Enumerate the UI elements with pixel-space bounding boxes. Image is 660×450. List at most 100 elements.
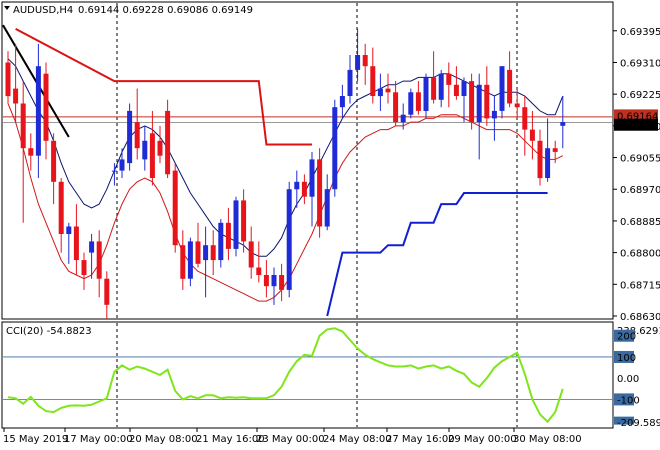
candle-body (279, 275, 285, 290)
current-price-tag-bg (614, 118, 658, 131)
candle-body (552, 148, 558, 152)
candle-body (332, 107, 338, 190)
candle-body (180, 245, 186, 279)
cci-min-label: -209.5892 (617, 418, 660, 429)
candle-body (446, 73, 452, 85)
candle-body (134, 122, 140, 149)
time-tick-label: 15 May 2019 (3, 434, 68, 445)
candle-body (241, 200, 247, 242)
candle-body (499, 66, 505, 111)
candle-body (476, 84, 482, 123)
collapse-triangle-icon[interactable] (4, 6, 10, 10)
price-lines (3, 116, 612, 123)
price-tick-label: 0.69395 (620, 27, 660, 38)
cci-max-label: 238.6291 (617, 326, 660, 337)
candle-body (149, 133, 155, 178)
candle-body (453, 84, 459, 96)
candle-body (66, 226, 72, 234)
candle-body (35, 66, 41, 156)
candle-body (461, 81, 467, 96)
candle-body (317, 159, 323, 227)
cci-indicator-line (7, 327, 564, 424)
candle-body (514, 103, 520, 108)
candle-body (423, 77, 429, 111)
candle-body (104, 278, 110, 305)
candle-body (142, 140, 148, 160)
candle-body (370, 66, 376, 96)
time-tick-label: 30 May 08:00 (513, 434, 582, 445)
price-panel (1, 1, 614, 320)
candle-body (560, 122, 566, 126)
candle-body (271, 275, 277, 287)
current-price-tag: 0.69149 (617, 121, 658, 132)
cci-panel (1, 321, 614, 429)
candle-body (537, 140, 543, 179)
cci-level-tag: 100 (617, 353, 636, 364)
candle-body (377, 88, 383, 97)
candle-body (484, 84, 490, 119)
candle-body (127, 110, 133, 164)
candle-body (5, 62, 11, 97)
candle-body (58, 181, 64, 234)
price-axis: 0.693950.693100.692250.691400.690550.689… (613, 27, 660, 323)
price-tick-label: 0.69310 (620, 58, 660, 69)
candle-body (347, 69, 353, 96)
session-separators (116, 3, 518, 427)
trailing-stop-blue (326, 192, 548, 317)
candle-body (362, 55, 368, 67)
candle-body (233, 200, 239, 249)
symbol-label: AUDUSD,H4 (13, 5, 73, 16)
candle-body (431, 77, 437, 100)
candlesticks (5, 28, 566, 320)
cci-level-tag-bg (614, 393, 634, 406)
resistance-price-tag: 0.69164 (617, 111, 658, 122)
price-tick-label: 0.69055 (620, 154, 660, 165)
candle-body (20, 103, 26, 149)
time-tick-label: 27 May 16:00 (386, 434, 455, 445)
candle-body (491, 110, 497, 119)
candle-body (203, 245, 209, 261)
candle-body (309, 159, 315, 197)
candle-body (408, 92, 414, 115)
candle-body (545, 148, 551, 178)
candle-body (294, 181, 300, 190)
candle-body (507, 69, 513, 104)
price-tick-label: 0.68630 (620, 312, 660, 323)
candle-body (51, 140, 57, 182)
candle-body (393, 92, 399, 123)
cci-level-tag-bg (614, 350, 634, 363)
cci-title: CCI(20) -54.8823 (6, 326, 92, 337)
candle-body (73, 226, 79, 261)
candle-body (111, 170, 117, 172)
resistance-price-tag-bg (614, 109, 658, 122)
candle-body (286, 189, 292, 290)
candle-body (96, 241, 102, 279)
time-tick-label: 29 May 00:00 (448, 434, 517, 445)
cci-series (7, 327, 564, 424)
candle-body (355, 55, 361, 70)
candle-body (301, 181, 307, 197)
candle-body (400, 114, 406, 123)
cci-zero-label: 0.00 (617, 374, 639, 385)
candle-body (529, 129, 535, 141)
candle-body (248, 241, 254, 268)
ohlc-label: 0.69144 0.69228 0.69086 0.69149 (78, 5, 253, 16)
candle-body (187, 241, 193, 279)
candle-body (28, 148, 34, 156)
candle-body (339, 96, 345, 108)
candle-body (81, 260, 87, 275)
time-tick-label: 21 May 16:00 (196, 434, 265, 445)
candle-body (438, 73, 444, 100)
candle-body (172, 170, 178, 246)
candle-body (415, 92, 421, 111)
candle-body (256, 267, 262, 275)
cci-level-tag: -100 (617, 395, 640, 406)
trailing-stops (15, 28, 548, 317)
candle-body (469, 81, 475, 123)
candle-body (225, 222, 231, 249)
candle-body (218, 222, 224, 261)
price-tick-label: 0.68970 (620, 185, 660, 196)
